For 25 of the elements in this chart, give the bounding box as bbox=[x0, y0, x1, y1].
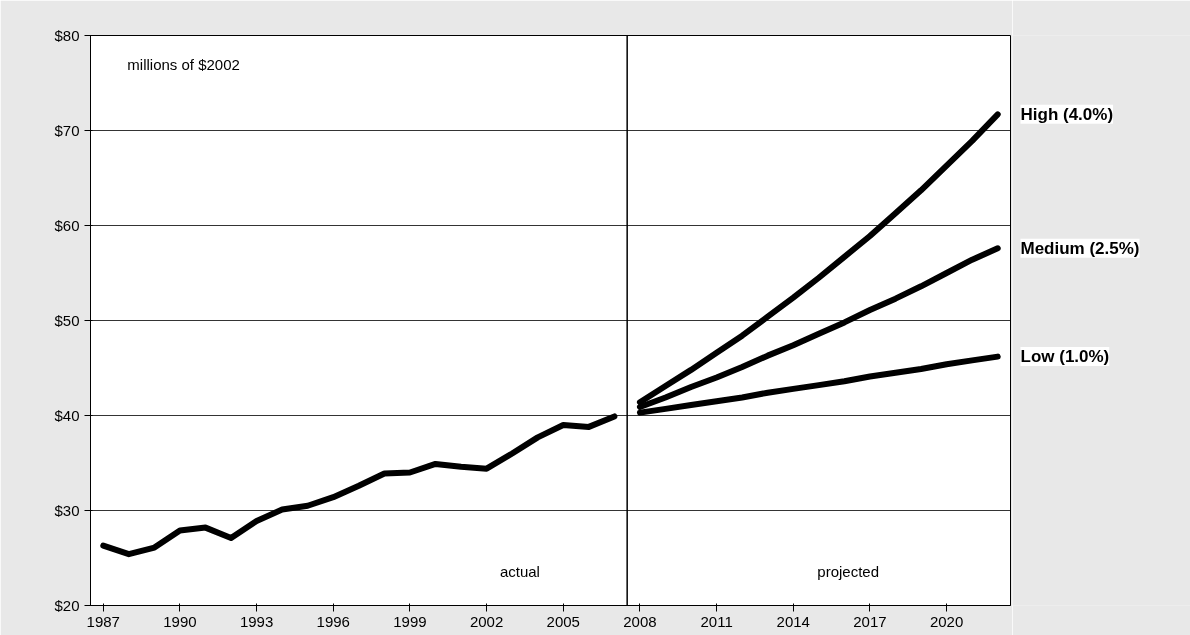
x-tick-label: 2020 bbox=[929, 612, 964, 630]
x-tick-label: 2005 bbox=[546, 612, 580, 630]
x-tick-label: 1990 bbox=[163, 612, 197, 630]
x-tick-label: 2008 bbox=[623, 612, 657, 630]
x-tick-label: 1993 bbox=[239, 612, 274, 630]
y-tick-label: $60 bbox=[54, 217, 80, 234]
series-label: High (4.0%) bbox=[1020, 104, 1114, 124]
annotation: actual bbox=[499, 562, 540, 580]
y-tick-label: $70 bbox=[54, 122, 80, 139]
x-tick-label: 2011 bbox=[700, 612, 733, 630]
x-tick-label: 1999 bbox=[393, 612, 427, 630]
x-tick-label: 2002 bbox=[469, 612, 504, 630]
y-tick-label: $40 bbox=[54, 407, 80, 424]
annotation: projected bbox=[817, 562, 880, 580]
annotation: millions of $2002 bbox=[127, 55, 240, 73]
x-tick-label: 1996 bbox=[316, 612, 350, 630]
x-tick-label: 2017 bbox=[853, 612, 887, 630]
y-tick-label: $50 bbox=[54, 312, 80, 329]
y-tick-label: $30 bbox=[54, 502, 80, 519]
x-tick-label: 1987 bbox=[86, 612, 120, 630]
series-label: Medium (2.5%) bbox=[1020, 238, 1140, 258]
y-tick-label: $80 bbox=[54, 27, 80, 44]
x-tick-label: 2014 bbox=[776, 612, 810, 630]
series-label: Low (1.0%) bbox=[1020, 347, 1110, 367]
y-tick-label: $20 bbox=[54, 597, 80, 614]
